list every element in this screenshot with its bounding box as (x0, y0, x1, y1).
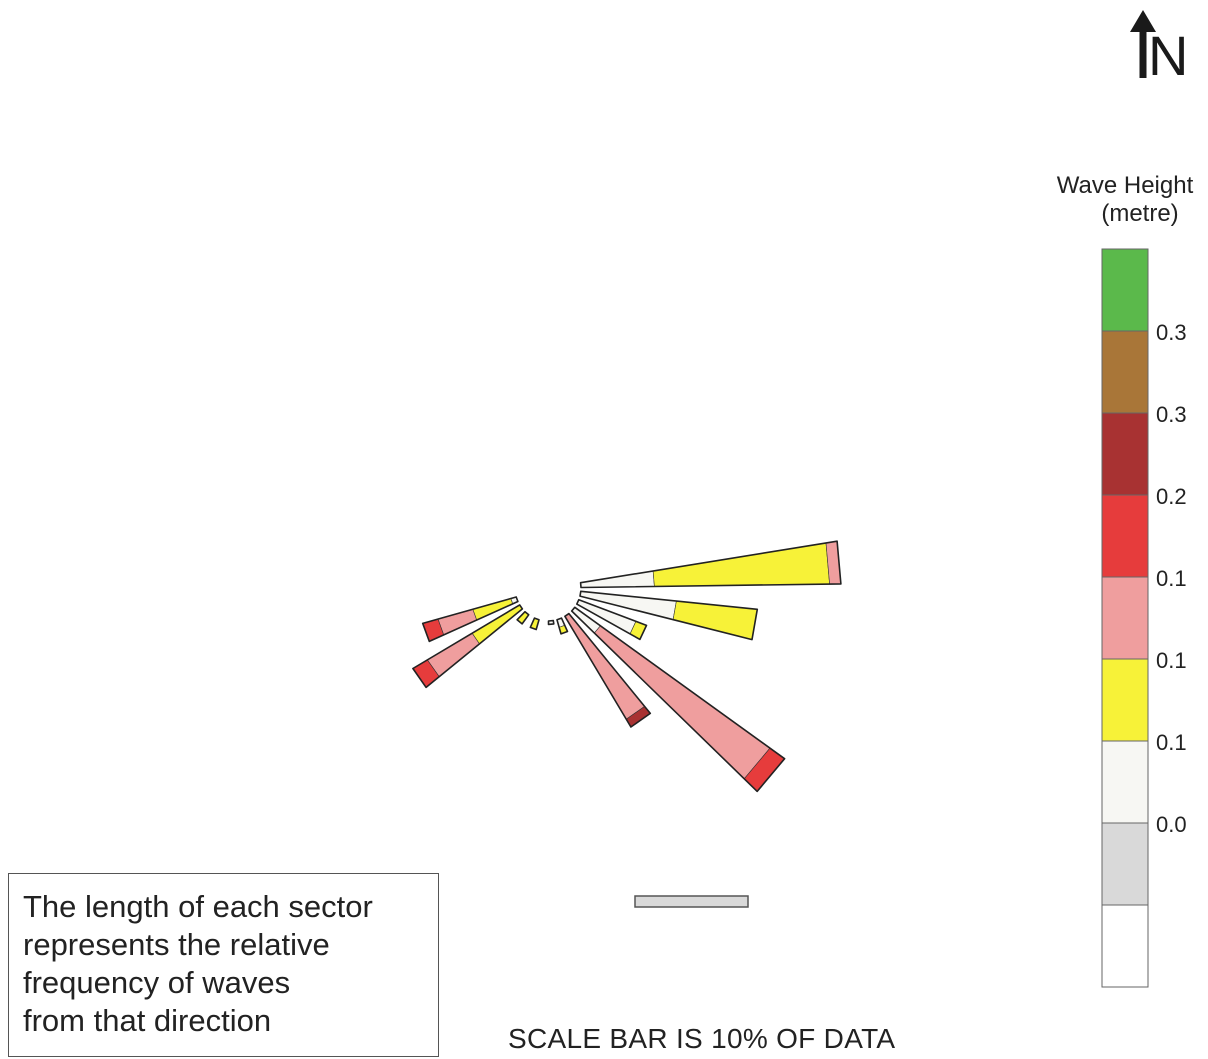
explanation-note: The length of each sector represents the… (8, 873, 439, 1057)
legend-swatch (1101, 576, 1149, 660)
rose-sector-outline (529, 617, 540, 631)
rose-sector-outline (412, 604, 524, 689)
note-line: from that direction (23, 1003, 272, 1038)
legend-tick-label: 0.0 (1156, 812, 1187, 837)
rose-segment (652, 542, 830, 587)
legend-title: Wave Height (1056, 172, 1194, 199)
legend-swatch (1101, 330, 1149, 414)
rose-sector-outline (516, 610, 530, 625)
legend-tick-label: 0.2 (1156, 484, 1187, 509)
rose-segment (672, 600, 758, 640)
note-line: frequency of waves (23, 965, 291, 1000)
note-line: The length of each sector (23, 889, 373, 924)
legend-swatch (1101, 494, 1149, 578)
north-arrow-icon (1130, 10, 1156, 78)
legend-swatch (1101, 248, 1149, 332)
legend-swatch (1101, 822, 1149, 906)
rose-sector-outline (575, 598, 648, 641)
legend-color-bar (1101, 248, 1149, 988)
legend-swatch (1101, 658, 1149, 742)
scale-bar (634, 895, 749, 908)
legend-tick-label: 0.1 (1156, 730, 1187, 755)
north-label: N (1148, 24, 1189, 87)
rose-segment (580, 570, 655, 588)
scale-bar-caption: SCALE BAR IS 10% OF DATA (508, 1023, 896, 1054)
rose-sector-outline (570, 606, 786, 793)
rose-sector-outline (564, 612, 652, 728)
rose-sector-outline (547, 619, 555, 626)
legend-tick-label: 0.3 (1156, 320, 1187, 345)
rose-sector-outline (421, 596, 519, 643)
legend-swatch (1101, 740, 1149, 824)
rose-sectors (412, 540, 842, 793)
legend-tick-label: 0.3 (1156, 402, 1187, 427)
legend-swatch (1101, 412, 1149, 496)
legend-unit: (metre) (1101, 200, 1179, 227)
rose-sector-outline (579, 590, 759, 641)
note-line: represents the relative (23, 927, 330, 962)
rose-sector-outline (579, 540, 842, 589)
legend-tick-label: 0.1 (1156, 566, 1187, 591)
legend-swatch (1101, 904, 1149, 988)
rose-sector-outline (556, 617, 569, 635)
legend-tick-label: 0.1 (1156, 648, 1187, 673)
